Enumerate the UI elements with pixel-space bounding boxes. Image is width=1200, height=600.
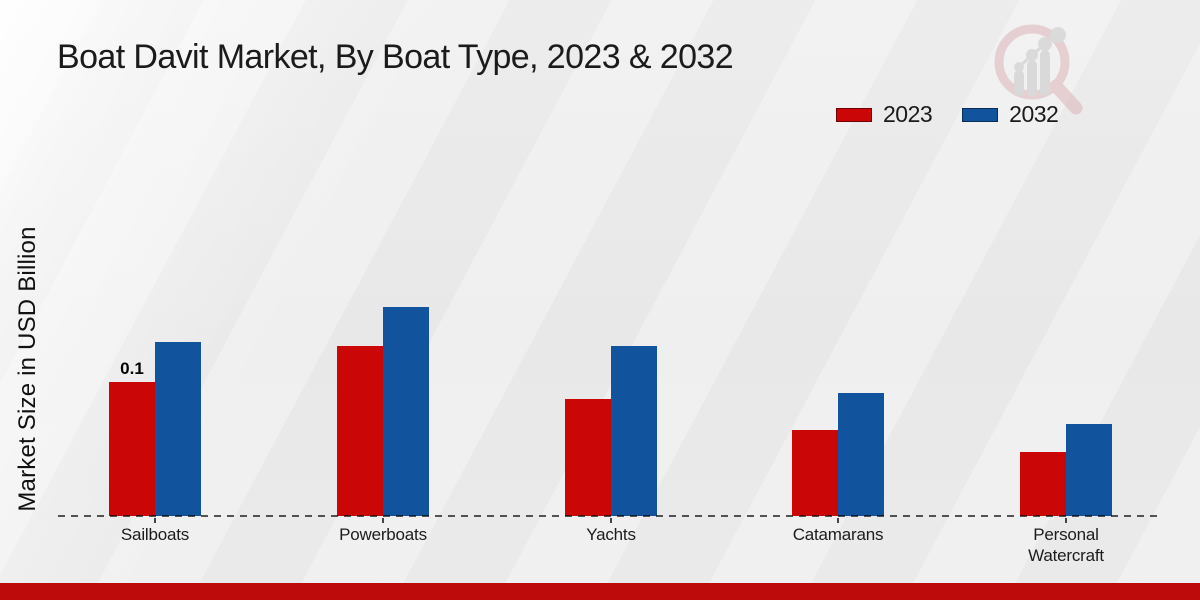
bar-2023-catamarans: [792, 430, 838, 516]
bar-2032-personal-watercraft: [1066, 424, 1112, 516]
footer-accent-bar: [0, 583, 1200, 600]
x-axis-line: [58, 515, 1159, 517]
bar-2023-powerboats: [337, 346, 383, 516]
bar-2032-sailboats: [155, 342, 201, 516]
bar-2023-personal-watercraft: [1020, 452, 1066, 516]
x-tick-label-sailboats: Sailboats: [120, 525, 190, 544]
x-tick-label-yachts: Yachts: [586, 525, 636, 544]
x-axis-tick-personal-watercraft: [1065, 518, 1067, 523]
legend: 2023 2032: [836, 101, 1059, 128]
x-axis-tick-yachts: [610, 518, 612, 523]
x-tick-label-personal-watercraft: Personal Watercraft: [1028, 525, 1104, 566]
bar-value-label: 0.1: [120, 359, 144, 378]
x-axis-tick-catamarans: [837, 518, 839, 523]
legend-label-2023: 2023: [883, 101, 933, 127]
x-tick-label-powerboats: Powerboats: [339, 525, 427, 544]
bar-2023-sailboats: [109, 382, 155, 516]
x-axis-tick-sailboats: [154, 518, 156, 523]
brand-watermark-logo: [994, 24, 1083, 115]
legend-swatch-2023: [836, 107, 872, 122]
chart-title: Boat Davit Market, By Boat Type, 2023 & …: [57, 38, 734, 76]
bar-2032-powerboats: [383, 307, 429, 516]
x-axis-tick-powerboats: [382, 518, 384, 523]
legend-swatch-2032: [962, 107, 999, 122]
x-tick-label-catamarans: Catamarans: [792, 525, 884, 544]
bar-2032-yachts: [611, 346, 657, 516]
bar-2032-catamarans: [838, 393, 884, 516]
legend-item-2023: 2023: [836, 101, 933, 128]
bar-2023-yachts: [565, 399, 611, 516]
legend-label-2032: 2032: [1009, 101, 1059, 127]
legend-item-2032: 2032: [962, 101, 1059, 128]
